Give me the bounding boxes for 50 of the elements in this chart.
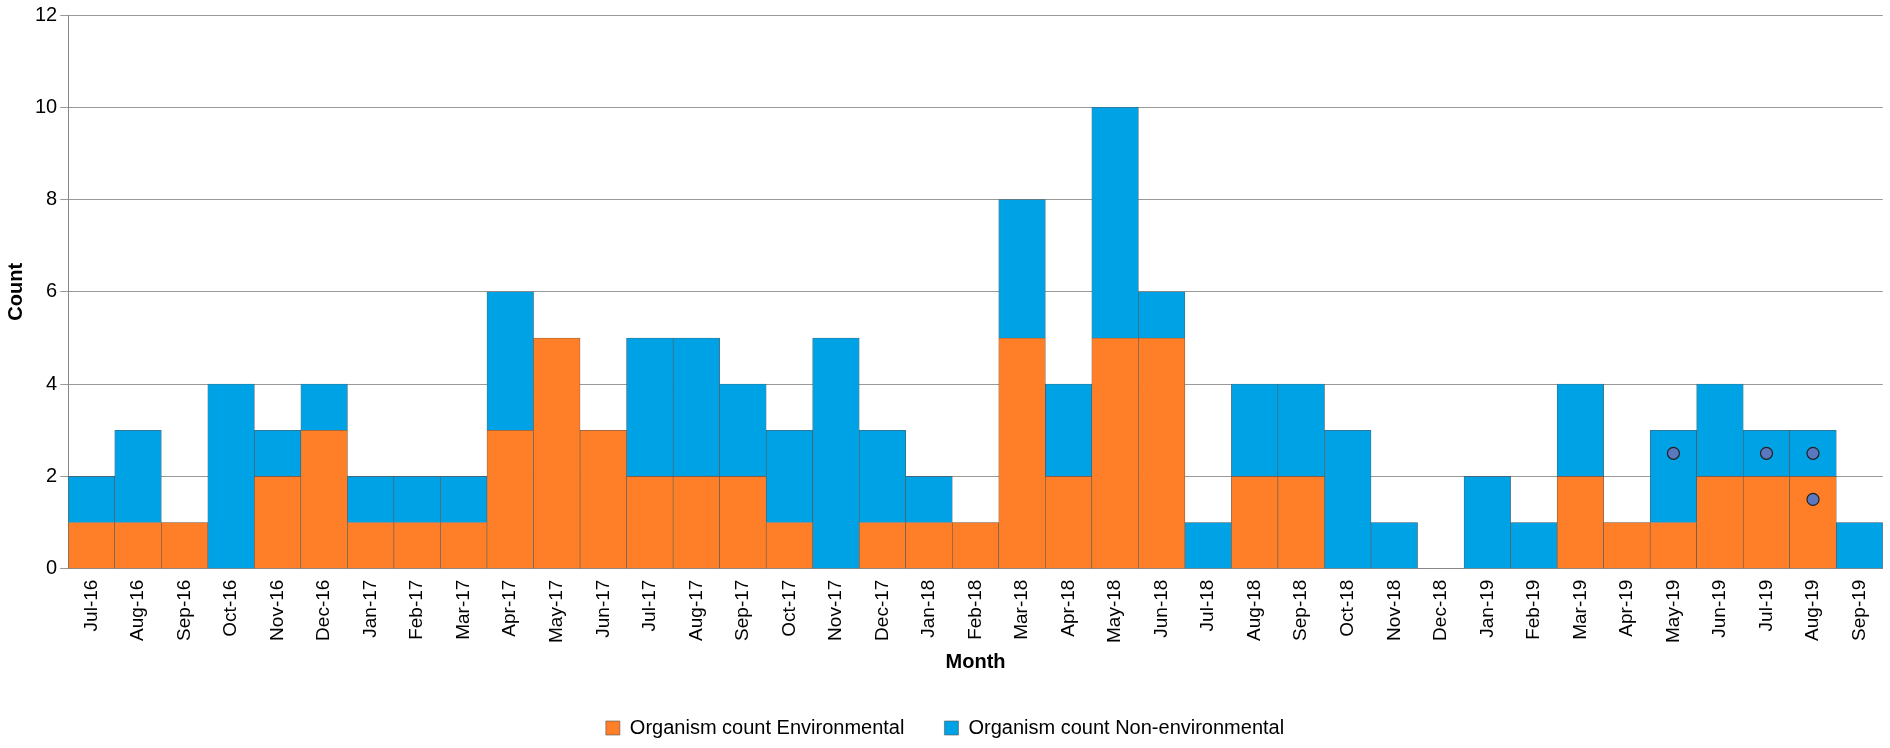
x-tick-label: Jan-19 bbox=[1475, 579, 1497, 638]
x-tick-label: Oct-16 bbox=[219, 579, 241, 637]
x-tick-label: May-17 bbox=[545, 579, 567, 643]
x-tick-label: Mar-19 bbox=[1568, 579, 1590, 640]
x-tick-label: Jun-18 bbox=[1149, 579, 1171, 638]
x-tick-label: Jan-18 bbox=[917, 579, 939, 638]
x-tick-label: Sep-18 bbox=[1289, 579, 1311, 641]
y-tick-label: 4 bbox=[46, 371, 58, 394]
x-tick-label: Apr-17 bbox=[498, 579, 520, 637]
x-tick-label: Sep-16 bbox=[172, 579, 194, 641]
x-tick-label: Apr-19 bbox=[1615, 579, 1637, 637]
x-tick-label: Feb-19 bbox=[1522, 579, 1544, 640]
legend-label: Organism count Environmental bbox=[629, 715, 905, 738]
x-tick-label: Nov-16 bbox=[265, 579, 287, 641]
x-tick-label: Nov-17 bbox=[824, 579, 846, 641]
x-tick-label: Aug-18 bbox=[1242, 579, 1264, 641]
x-tick-label: Mar-18 bbox=[1010, 579, 1032, 640]
x-tick-label: Oct-18 bbox=[1335, 579, 1357, 637]
x-tick-label: Sep-19 bbox=[1847, 579, 1869, 641]
x-tick-label: Apr-18 bbox=[1056, 579, 1078, 637]
x-tick-label: May-19 bbox=[1661, 579, 1683, 643]
x-tick-label: Feb-17 bbox=[405, 579, 427, 640]
x-tick-label: Feb-18 bbox=[963, 579, 985, 640]
y-axis-title: Count bbox=[3, 262, 26, 321]
x-tick-label: Jul-18 bbox=[1196, 579, 1218, 632]
y-tick-label: 2 bbox=[46, 463, 58, 486]
x-tick-label: Dec-18 bbox=[1429, 579, 1451, 641]
y-tick-label: 6 bbox=[46, 279, 58, 302]
x-tick-label: Mar-17 bbox=[451, 579, 473, 640]
x-tick-label: Oct-17 bbox=[777, 579, 799, 637]
x-tick-label: Aug-17 bbox=[684, 579, 706, 641]
x-tick-label: Jul-16 bbox=[79, 579, 101, 632]
x-axis-title: Month bbox=[945, 649, 1006, 672]
y-tick-label: 8 bbox=[46, 187, 58, 210]
x-tick-label: Jul-19 bbox=[1754, 579, 1776, 632]
x-tick-label: Dec-16 bbox=[312, 579, 334, 641]
y-tick-label: 12 bbox=[35, 2, 58, 25]
x-tick-label: Jan-17 bbox=[358, 579, 380, 638]
x-tick-label: May-18 bbox=[1103, 579, 1125, 643]
x-tick-label: Jun-19 bbox=[1708, 579, 1730, 638]
x-tick-label: Dec-17 bbox=[870, 579, 892, 641]
x-tick-label: Jun-17 bbox=[591, 579, 613, 638]
x-tick-label: Sep-17 bbox=[731, 579, 753, 641]
x-tick-label: Jul-17 bbox=[638, 579, 660, 632]
x-tick-label: Aug-16 bbox=[126, 579, 148, 641]
y-tick-label: 0 bbox=[46, 556, 58, 579]
legend-label: Organism count Non-environmental bbox=[968, 715, 1285, 738]
y-tick-label: 10 bbox=[35, 94, 58, 117]
x-tick-label: Aug-19 bbox=[1801, 579, 1823, 641]
x-tick-label: Nov-18 bbox=[1382, 579, 1404, 641]
